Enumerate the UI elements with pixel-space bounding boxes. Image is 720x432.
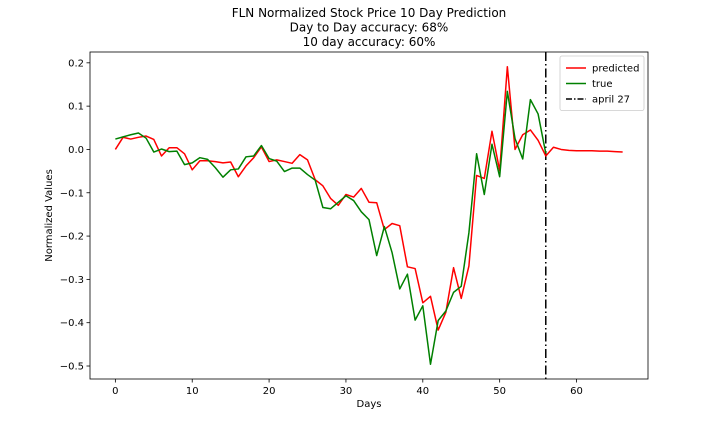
y-tick-label: −0.4 bbox=[60, 318, 84, 329]
x-tick-label: 50 bbox=[493, 386, 506, 397]
legend-box bbox=[559, 55, 645, 111]
series-lines bbox=[114, 65, 623, 366]
legend-label: true bbox=[592, 79, 613, 90]
x-tick-label: 60 bbox=[570, 386, 583, 397]
series-line-true bbox=[115, 90, 547, 366]
y-axis-label: Normalized Values bbox=[44, 169, 55, 262]
y-tick-label: 0.1 bbox=[68, 102, 84, 113]
legend-label: april 27 bbox=[592, 95, 630, 106]
chart-title-line: FLN Normalized Stock Price 10 Day Predic… bbox=[232, 6, 507, 20]
x-axis-label: Days bbox=[357, 399, 382, 410]
chart-title-line: Day to Day accuracy: 68% bbox=[290, 21, 449, 35]
y-tick-label: 0.0 bbox=[68, 145, 84, 156]
x-tick-label: 0 bbox=[112, 386, 118, 397]
y-tick-label: −0.3 bbox=[60, 275, 84, 286]
chart-title-line: 10 day accuracy: 60% bbox=[303, 35, 436, 49]
x-tick-label: 30 bbox=[340, 386, 353, 397]
plot-area bbox=[89, 51, 649, 380]
y-axis-ticks: 0.2 0.1 0.0 −0.1 −0.2 −0.3 −0.4 −0.5 bbox=[60, 58, 90, 373]
x-axis-ticks: 0 10 20 30 40 50 60 bbox=[112, 379, 583, 397]
chart-title: FLN Normalized Stock Price 10 Day Predic… bbox=[232, 6, 507, 49]
y-tick-label: −0.1 bbox=[60, 188, 84, 199]
y-tick-label: −0.2 bbox=[60, 232, 84, 243]
x-tick-label: 20 bbox=[263, 386, 276, 397]
legend-label: predicted bbox=[592, 64, 639, 75]
x-tick-label: 10 bbox=[186, 386, 199, 397]
series-line-predicted bbox=[114, 65, 623, 331]
x-tick-label: 40 bbox=[416, 386, 429, 397]
legend: predicted true april 27 bbox=[559, 55, 645, 111]
y-tick-label: −0.5 bbox=[60, 362, 84, 373]
y-tick-label: 0.2 bbox=[68, 58, 84, 69]
